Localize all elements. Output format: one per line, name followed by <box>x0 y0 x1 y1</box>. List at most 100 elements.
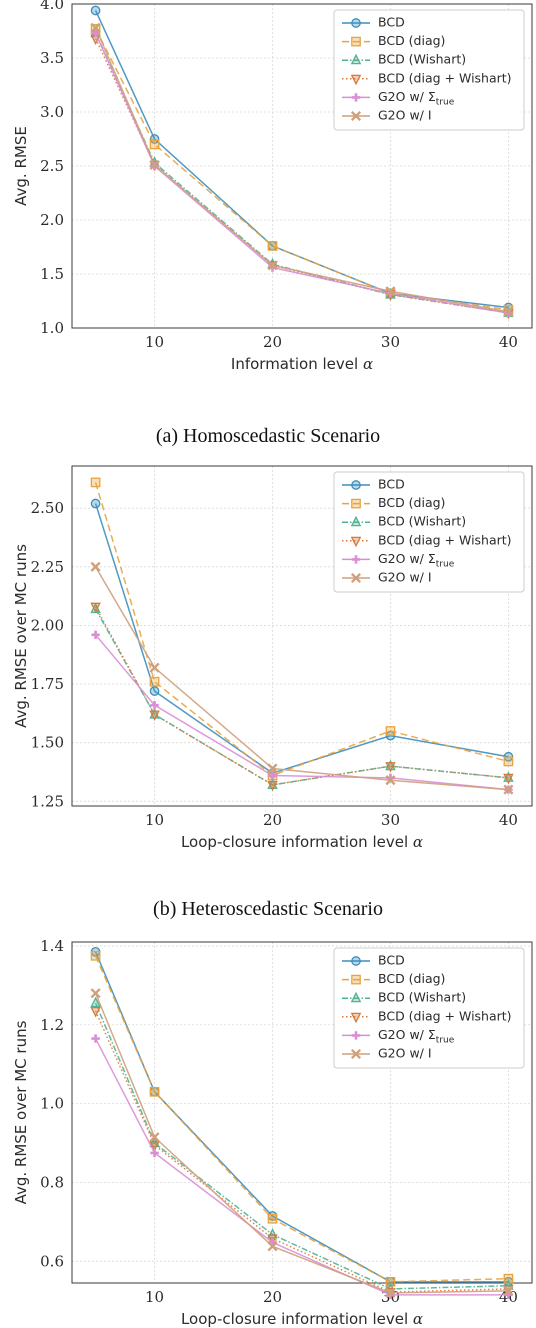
data-point-2-2 <box>149 139 160 150</box>
legend-label-0: BCD <box>378 15 405 30</box>
legend-marker-0 <box>351 480 361 490</box>
y-tick-label-4: 1.4 <box>40 937 64 955</box>
x-tick-label-1: 20 <box>263 333 282 351</box>
data-point-2-3 <box>267 241 278 251</box>
legend-label-sub-4: true <box>436 1035 455 1045</box>
plot-frame <box>71 465 533 807</box>
y-tick-label-6: 4.0 <box>40 0 64 13</box>
legend-label-5: G2O w/ I <box>378 570 432 585</box>
legend-marker-4 <box>351 555 361 564</box>
y-tick-label-0: 1.25 <box>31 792 64 810</box>
data-point-6-1 <box>90 561 101 572</box>
legend-marker-0 <box>351 18 361 28</box>
y-tick-label-5: 3.5 <box>40 49 64 67</box>
legend-label-4: G2O w/ Σtrue <box>378 89 455 107</box>
x-axis-label: Loop-closure information level α <box>181 833 423 851</box>
y-tick-label-4: 3.0 <box>40 103 64 121</box>
legend-label-3: BCD (diag + Wishart) <box>378 70 512 85</box>
legend-marker-0 <box>351 956 361 966</box>
legend-label-2: BCD (Wishart) <box>378 990 466 1005</box>
data-point-6-1 <box>90 22 101 33</box>
legend-label-sub-4: true <box>436 97 455 107</box>
x-axis-label: Information level α <box>231 355 373 373</box>
data-point-2-3 <box>267 1213 278 1224</box>
legend-marker-3 <box>350 74 362 86</box>
data-point-2-4 <box>385 1276 396 1287</box>
data-point-1-1 <box>90 5 101 16</box>
y-tick-label-5: 2.50 <box>31 499 64 517</box>
series-line-1 <box>94 951 509 1283</box>
data-point-2-4 <box>385 726 396 736</box>
legend-label-1: BCD (diag) <box>378 33 445 48</box>
legend-marker-5 <box>350 1048 362 1060</box>
legend-marker-5 <box>350 110 362 122</box>
x-tick-label-0: 10 <box>145 333 164 351</box>
x-tick-label-2: 30 <box>381 811 400 829</box>
y-tick-label-2: 2.0 <box>40 211 64 229</box>
data-point-6-3 <box>267 1241 278 1252</box>
data-point-4-1 <box>90 602 101 614</box>
legend-marker-3 <box>350 536 362 548</box>
x-tick-label-1: 20 <box>263 1288 282 1306</box>
y-tick-label-3: 1.2 <box>40 1016 64 1034</box>
x-axis-symbol: α <box>363 355 373 373</box>
data-point-2-5 <box>503 756 514 767</box>
legend-marker-1 <box>351 974 361 985</box>
data-point-1-1 <box>90 498 101 509</box>
data-point-1-2 <box>149 686 160 696</box>
data-point-4-3 <box>267 780 278 792</box>
legend-marker-4 <box>351 93 361 102</box>
data-point-2-1 <box>90 477 101 488</box>
series-line-4 <box>94 606 509 786</box>
data-point-5-1 <box>91 630 100 640</box>
legend-label-sub-4: true <box>436 559 455 569</box>
data-point-5-2 <box>150 700 159 710</box>
legend-marker-1 <box>351 36 361 47</box>
y-tick-label-0: 0.6 <box>40 1252 64 1270</box>
data-point-4-5 <box>503 773 514 785</box>
chart-panel-1: 10 20 30 40 1.0 1.5 2.0 2.5 3.0 3.5 4.0 Information… <box>12 0 533 447</box>
data-point-6-1 <box>90 988 101 999</box>
y-axis-label: Avg. RMSE <box>12 126 30 206</box>
legend-label-5: G2O w/ I <box>378 108 432 123</box>
legend: BCD BCD (diag) BCD (Wishart) BCD (diag + Wi… <box>333 947 525 1069</box>
data-point-4-2 <box>149 710 160 722</box>
y-tick-label-3: 2.5 <box>40 157 64 175</box>
y-axis-label: Avg. RMSE over MC runs <box>12 1020 30 1204</box>
data-point-2-5 <box>503 1273 514 1284</box>
x-axis-symbol: α <box>413 1310 423 1328</box>
data-point-6-3 <box>267 763 278 774</box>
x-tick-label-1: 20 <box>263 811 282 829</box>
x-tick-label-0: 10 <box>145 1288 164 1306</box>
x-tick-label-3: 40 <box>499 811 518 829</box>
x-axis-label: Loop-closure information level α <box>181 1310 423 1328</box>
y-tick-label-1: 0.8 <box>40 1173 64 1191</box>
x-tick-label-0: 10 <box>145 811 164 829</box>
data-point-5-3 <box>268 771 277 780</box>
data-point-4-4 <box>385 762 396 773</box>
legend-box <box>333 471 525 593</box>
legend-box <box>333 947 525 1069</box>
legend-label-4: G2O w/ Σtrue <box>378 551 455 569</box>
legend-marker-3 <box>350 1012 362 1024</box>
legend-label-1: BCD (diag) <box>378 971 445 986</box>
data-point-6-2 <box>149 1132 160 1143</box>
y-tick-label-4: 2.25 <box>31 558 64 576</box>
data-point-6-4 <box>385 775 396 786</box>
y-tick-label-2: 1.0 <box>40 1095 64 1113</box>
data-point-3-1 <box>90 996 101 1008</box>
caption: (b) Heteroscedastic Scenario <box>153 898 383 920</box>
legend-box <box>333 9 525 131</box>
series-6 <box>90 988 514 1298</box>
y-tick-label-2: 1.75 <box>31 675 64 693</box>
data-point-6-2 <box>149 159 160 170</box>
legend-label-2: BCD (Wishart) <box>378 52 466 67</box>
legend-marker-2 <box>350 991 362 1003</box>
data-point-4-1 <box>90 1006 101 1018</box>
data-point-5-2 <box>150 1148 159 1158</box>
data-point-2-2 <box>149 1086 160 1097</box>
data-point-5-1 <box>91 1034 100 1043</box>
plot-frame <box>71 3 533 329</box>
